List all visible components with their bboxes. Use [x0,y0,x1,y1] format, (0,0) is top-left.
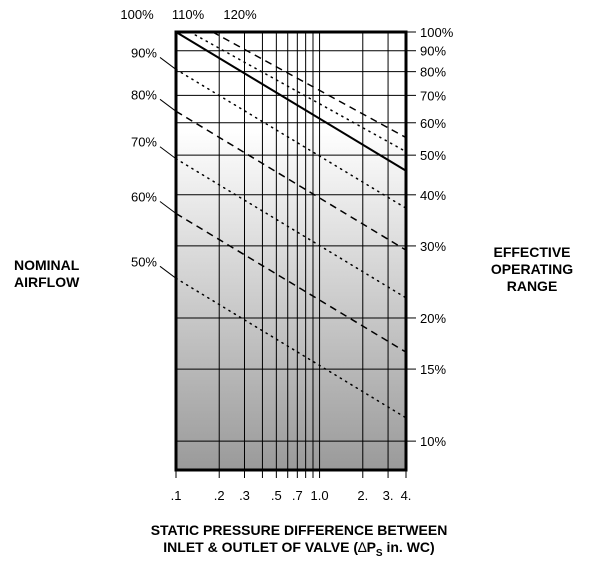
x-tick-label: 2. [357,488,368,503]
right-tick-label: 20% [420,311,446,326]
x-axis: .1 .2 .3 .5 .7 1.0 2. 3. 4. [171,470,412,503]
x-tick-label: .5 [271,488,282,503]
x-axis-title-line2-pre: INLET & OUTLET OF VALVE ( [163,539,358,555]
series-line-80pct [175,110,407,251]
left-axis-title-line1: NOMINAL [14,257,80,273]
x-tick-label: .3 [239,488,250,503]
right-tick-label: 15% [420,362,446,377]
x-tick-label: .1 [171,488,182,503]
series-line-110pct [189,31,407,153]
x-axis-title-p: P [366,539,376,555]
right-tick-label: 70% [420,88,446,103]
grid [176,32,406,470]
x-tick-label: .2 [214,488,225,503]
x-axis-title-line1: STATIC PRESSURE DIFFERENCE BETWEEN [150,522,448,538]
series-line-120pct [212,31,407,139]
right-tick-label: 60% [420,116,446,131]
right-axis-title: EFFECTIVE OPERATING RANGE [472,244,592,295]
series-line-70pct [175,157,407,299]
right-tick-label: 50% [420,148,446,163]
right-axis-title-line2: OPERATING [490,261,574,277]
right-axis: 100% 90% 80% 70% 60% 50% 40% 30% 20% 15% 10% [406,25,454,449]
series-line-90pct [175,68,407,209]
left-axis-title: NOMINAL AIRFLOW [14,257,124,291]
nominal-leader-line [159,201,177,214]
x-axis-title-subscript: S [375,547,383,559]
right-tick-label: 80% [420,65,446,80]
plot-area-background [176,32,406,470]
right-axis-title-line3: RANGE [506,278,558,294]
x-axis-title-line2-post: in. WC) [382,539,435,555]
nominal-label-100pct: 100% [120,7,154,22]
delta-symbol: ∆ [358,539,367,555]
right-axis-title-line1: EFFECTIVE [493,244,571,260]
series-line-60pct [175,212,407,353]
right-tick-label: 100% [420,25,454,40]
x-tick-label: 3. [383,488,394,503]
nominal-label-50pct: 50% [131,254,157,269]
nominal-label-70pct: 70% [131,135,157,150]
series-line-100pct [175,31,407,172]
nominal-leader-line [159,265,177,279]
nominal-label-80pct: 80% [131,87,157,102]
right-tick-label: 10% [420,434,446,449]
nominal-leader-line [159,146,177,160]
x-tick-label: 1.0 [311,488,329,503]
right-tick-label: 90% [420,44,446,59]
nominal-label-110pct: 110% [172,7,205,22]
x-axis-title: STATIC PRESSURE DIFFERENCE BETWEEN INLET… [0,522,598,562]
x-tick-label: 4. [401,488,412,503]
nominal-airflow-labels: 100% 110% 120% 90% 80% 70% 60% 50% [120,7,257,279]
left-axis-title-line2: AIRFLOW [14,274,80,290]
nominal-label-90pct: 90% [131,45,157,60]
nominal-leader-line [159,57,177,70]
nominal-label-60pct: 60% [131,190,157,205]
nominal-label-120pct: 120% [223,7,257,22]
x-axis-title-line2: INLET & OUTLET OF VALVE (∆PS in. WC) [0,539,598,562]
series-line-50pct [175,277,407,419]
nominal-leader-line [159,98,177,112]
right-tick-label: 40% [420,188,446,203]
plot-frame [174,30,408,472]
series-layer [175,31,407,419]
right-tick-label: 30% [420,239,446,254]
x-tick-label: .7 [292,488,303,503]
